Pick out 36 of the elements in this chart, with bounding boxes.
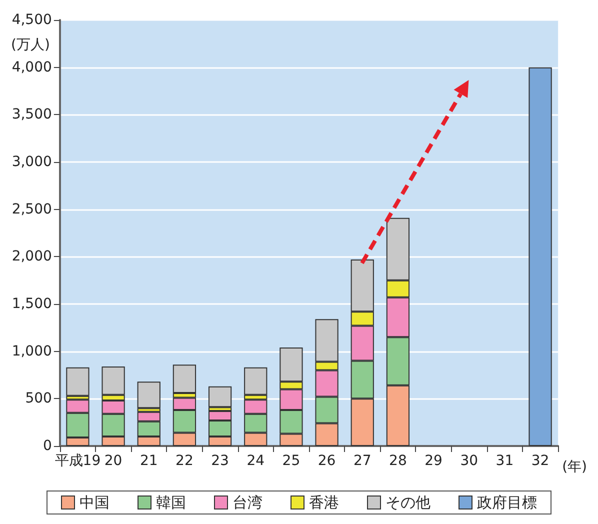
x-tick-label: 20 [104,453,122,469]
legend-label: 台湾 [232,494,262,512]
bar [208,386,232,408]
legend-label: 中国 [80,494,110,512]
bar [66,367,90,396]
y-tick-label: 2,500 [12,201,52,218]
x-tick-label: 平成19 [54,453,101,469]
x-tick-label: 32 [531,453,550,469]
x-tick-label: 24 [246,453,265,469]
legend-label: 韓国 [156,494,186,512]
x-tick-label: 23 [211,453,229,469]
legend-label: 政府目標 [477,494,537,512]
legend-label: その他 [386,494,430,512]
bar [137,382,160,408]
y-tick-label: 500 [25,390,52,407]
x-tick-label: 26 [318,453,336,469]
x-tick-label: 28 [389,453,407,469]
x-axis-title: (年) [562,459,588,475]
y-tick-label: 4,500 [12,12,52,28]
x-tick-label: 25 [282,453,300,469]
y-tick-label: 3,000 [12,154,52,170]
y-tick-label: 4,000 [12,59,52,76]
x-tick-label: 22 [176,453,194,469]
x-tick-label: 30 [460,453,478,469]
legend-label: 香港 [309,494,339,512]
x-tick-label: 27 [353,453,372,469]
x-tick-label: 29 [424,453,442,469]
y-axis-title: (万人) [10,37,50,53]
x-tick-label: 31 [496,453,514,469]
y-tick-label: 1,500 [12,296,52,312]
bar [528,67,552,446]
y-tick-label: 3,500 [12,106,52,123]
y-tick-label: 2,000 [12,248,52,265]
y-tick-label: 1,000 [12,343,52,360]
y-tick-label: 0 [43,438,52,454]
x-tick-label: 21 [140,453,158,469]
